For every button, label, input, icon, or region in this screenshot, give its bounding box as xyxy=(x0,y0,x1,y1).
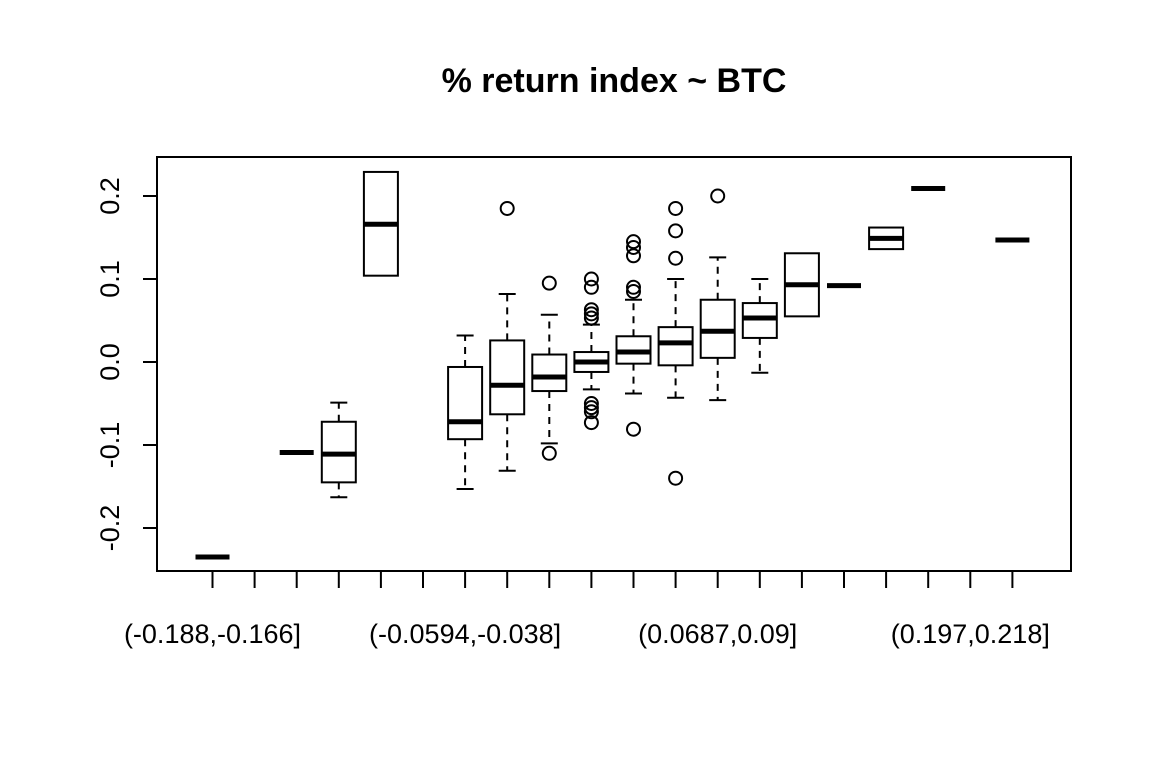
box-group-14 xyxy=(741,278,778,374)
x-tick-label: (-0.188,-0.166] xyxy=(124,619,301,649)
outlier-point xyxy=(668,250,684,266)
outlier-point xyxy=(583,279,599,295)
outlier-point xyxy=(583,310,599,326)
outlier-point xyxy=(499,200,515,216)
box-group-4 xyxy=(320,401,357,499)
box-group-8 xyxy=(489,200,526,472)
y-axis: -0.2 -0.1 0.0 0.1 0.2 xyxy=(95,177,158,552)
plot-frame xyxy=(156,156,1072,572)
box-group-12 xyxy=(657,200,694,486)
outlier-point xyxy=(583,400,599,416)
y-tick-label: -0.1 xyxy=(95,422,125,469)
outlier-point xyxy=(626,234,641,250)
box-group-11 xyxy=(615,234,652,437)
box-group-13 xyxy=(699,188,736,402)
box-group-17 xyxy=(868,226,905,251)
outlier-point xyxy=(710,188,726,204)
box-group-9 xyxy=(531,275,568,461)
chart-title: % return index ~ BTC xyxy=(442,62,787,100)
outlier-point xyxy=(541,275,557,291)
outlier-point xyxy=(626,279,641,295)
outlier-point xyxy=(583,396,599,411)
outlier-point xyxy=(583,415,599,431)
outlier-point xyxy=(626,283,641,299)
outlier-point xyxy=(583,271,599,287)
box-group-7 xyxy=(447,334,484,490)
outlier-point xyxy=(583,302,599,318)
box-group-10 xyxy=(573,271,610,431)
outlier-point xyxy=(626,248,641,264)
y-tick-label: -0.2 xyxy=(95,505,125,552)
box-iqr xyxy=(531,353,568,393)
box-group-5 xyxy=(362,170,399,277)
outlier-point xyxy=(626,421,641,437)
y-tick-label: 0.0 xyxy=(95,343,125,381)
outlier-point xyxy=(626,239,641,255)
outlier-point xyxy=(541,445,557,461)
box-iqr xyxy=(489,339,526,416)
boxes-group xyxy=(195,170,1030,560)
outlier-point xyxy=(668,470,684,486)
x-tick-label: (-0.0594,-0.038] xyxy=(369,619,561,649)
x-tick-label: (0.197,0.218] xyxy=(891,619,1050,649)
outlier-point xyxy=(583,306,599,322)
x-axis: (-0.188,-0.166] (-0.0594,-0.038] (0.0687,0… xyxy=(124,570,1050,649)
y-tick-label: 0.1 xyxy=(95,260,125,298)
outlier-point xyxy=(583,404,599,420)
box-group-15 xyxy=(783,252,820,318)
x-tick-label: (0.0687,0.09] xyxy=(638,619,797,649)
y-tick-label: 0.2 xyxy=(95,177,125,215)
outlier-point xyxy=(668,223,684,239)
box-iqr xyxy=(447,365,484,441)
outlier-point xyxy=(668,200,684,216)
box-iqr xyxy=(657,326,694,367)
